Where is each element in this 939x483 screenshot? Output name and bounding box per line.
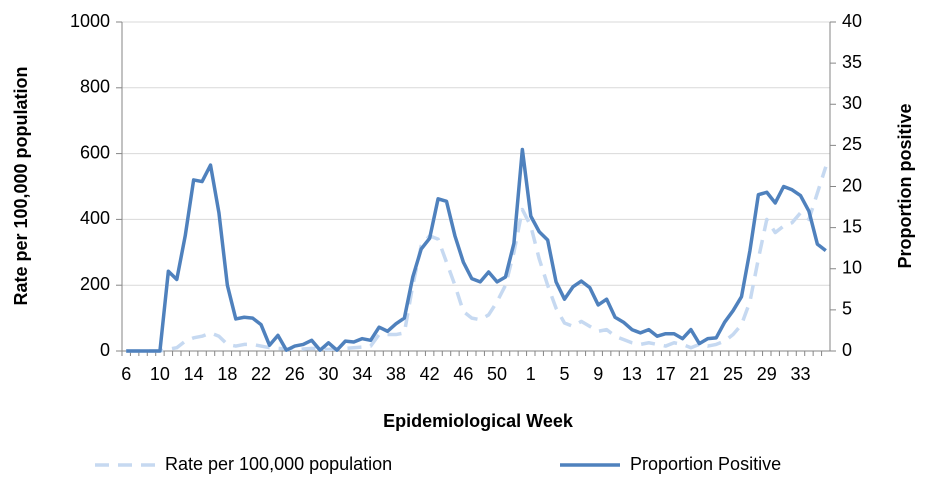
y-axis-title: Rate per 100,000 population: [11, 66, 31, 305]
x-tick-label: 10: [150, 364, 170, 384]
x-tick-label: 26: [285, 364, 305, 384]
y-tick-label: 800: [80, 77, 110, 97]
y2-tick-label: 0: [842, 340, 852, 360]
x-tick-label: 34: [352, 364, 372, 384]
y-tick-label: 1000: [70, 11, 110, 31]
x-tick-label: 38: [386, 364, 406, 384]
x-axis-title: Epidemiological Week: [383, 411, 574, 431]
y2-tick-label: 30: [842, 93, 862, 113]
y2-tick-label: 20: [842, 175, 862, 195]
x-tick-label: 21: [689, 364, 709, 384]
y2-tick-label: 35: [842, 52, 862, 72]
x-tick-label: 29: [757, 364, 777, 384]
legend-label: Proportion Positive: [630, 454, 781, 474]
x-tick-label: 14: [184, 364, 204, 384]
x-tick-label: 1: [526, 364, 536, 384]
y-tick-label: 0: [100, 340, 110, 360]
x-tick-label: 33: [790, 364, 810, 384]
x-tick-label: 46: [453, 364, 473, 384]
x-tick-label: 30: [318, 364, 338, 384]
y2-tick-label: 25: [842, 134, 862, 154]
y2-tick-label: 15: [842, 216, 862, 236]
series-line: [126, 147, 827, 353]
x-tick-label: 6: [121, 364, 131, 384]
y2-axis-title: Proportion positive: [895, 103, 915, 268]
y2-tick-label: 5: [842, 299, 852, 319]
x-tick-label: 5: [559, 364, 569, 384]
x-tick-label: 18: [217, 364, 237, 384]
y-tick-label: 200: [80, 274, 110, 294]
series-line: [126, 166, 828, 353]
x-tick-label: 50: [487, 364, 507, 384]
x-tick-label: 22: [251, 364, 271, 384]
x-tick-label: 13: [622, 364, 642, 384]
x-tick-label: 9: [593, 364, 603, 384]
y-tick-label: 600: [80, 142, 110, 162]
y2-tick-label: 10: [842, 258, 862, 278]
x-tick-label: 17: [656, 364, 676, 384]
y2-tick-label: 40: [842, 11, 862, 31]
legend-label: Rate per 100,000 population: [165, 454, 392, 474]
x-tick-label: 25: [723, 364, 743, 384]
x-tick-label: 42: [420, 364, 440, 384]
y-tick-label: 400: [80, 208, 110, 228]
